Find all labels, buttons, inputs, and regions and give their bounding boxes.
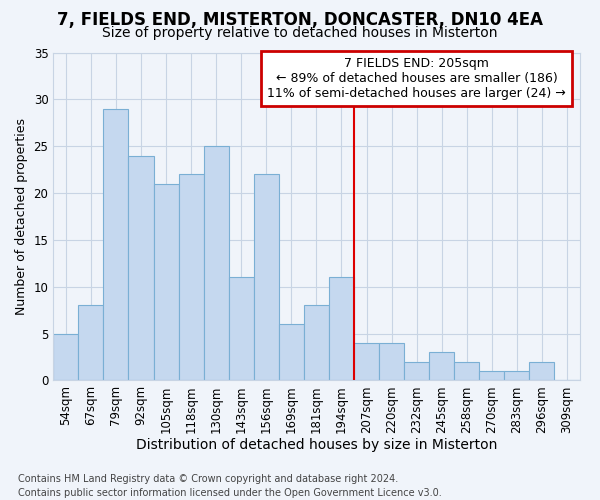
Y-axis label: Number of detached properties: Number of detached properties xyxy=(15,118,28,315)
Bar xyxy=(203,146,229,380)
Bar xyxy=(454,362,479,380)
Bar xyxy=(505,371,529,380)
Text: 7 FIELDS END: 205sqm
← 89% of detached houses are smaller (186)
11% of semi-deta: 7 FIELDS END: 205sqm ← 89% of detached h… xyxy=(267,57,566,100)
Bar xyxy=(128,156,154,380)
Bar xyxy=(379,343,404,380)
Bar xyxy=(79,306,103,380)
Bar xyxy=(329,278,354,380)
Bar xyxy=(279,324,304,380)
Bar xyxy=(179,174,203,380)
Bar xyxy=(354,343,379,380)
Bar xyxy=(304,306,329,380)
Text: Contains HM Land Registry data © Crown copyright and database right 2024.
Contai: Contains HM Land Registry data © Crown c… xyxy=(18,474,442,498)
Bar xyxy=(479,371,505,380)
X-axis label: Distribution of detached houses by size in Misterton: Distribution of detached houses by size … xyxy=(136,438,497,452)
Bar xyxy=(103,108,128,380)
Text: 7, FIELDS END, MISTERTON, DONCASTER, DN10 4EA: 7, FIELDS END, MISTERTON, DONCASTER, DN1… xyxy=(57,12,543,30)
Bar xyxy=(154,184,179,380)
Bar xyxy=(53,334,79,380)
Bar xyxy=(429,352,454,380)
Bar xyxy=(254,174,279,380)
Bar xyxy=(404,362,429,380)
Text: Size of property relative to detached houses in Misterton: Size of property relative to detached ho… xyxy=(102,26,498,40)
Bar xyxy=(529,362,554,380)
Bar xyxy=(229,278,254,380)
